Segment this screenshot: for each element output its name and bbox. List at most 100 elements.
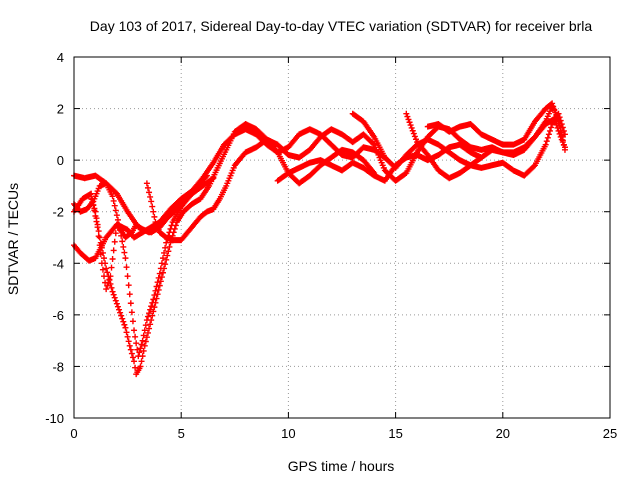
data-point [151,292,158,299]
data-point [154,279,161,286]
data-point [559,124,566,131]
data-point [96,234,103,241]
data-point [93,215,100,222]
series-arc-10 [274,141,485,184]
data-point [546,127,553,134]
data-point [147,321,154,328]
axis-ticks: 0 5 10 15 20 25 -10 -8 -6 -4 -2 0 2 4 [45,50,617,441]
data-point [530,163,537,170]
data-point [123,329,130,336]
data-point [549,100,556,107]
data-point [141,342,148,349]
data-point [111,294,118,301]
data-point [544,134,551,141]
data-point [136,349,143,356]
data-point [129,354,136,361]
data-point [146,310,153,317]
data-point [118,312,125,319]
data-point [172,222,179,229]
data-point [142,322,149,329]
data-point [403,110,410,117]
data-point [556,123,563,130]
data-point [157,278,164,285]
data-point [139,353,146,360]
data-point [202,173,209,180]
data-point [553,121,560,128]
data-point [548,124,555,131]
data-point [89,199,96,206]
data-point [131,327,138,334]
data-point [122,255,129,262]
data-point [408,124,415,131]
data-point [552,109,559,116]
data-point [131,358,138,365]
data-point [127,346,134,353]
data-point [152,287,159,294]
data-point [101,255,108,262]
data-point [147,193,154,200]
data-point [203,172,210,179]
data-point [143,334,150,341]
data-point [151,304,158,311]
data-point [112,230,119,237]
data-point [107,280,114,287]
x-axis-label: GPS time / hours [288,458,395,474]
data-point [161,249,168,256]
data-point [103,265,110,272]
series-arc-5 [88,121,378,378]
data-point [126,342,133,349]
data-point [117,309,124,316]
data-point [129,318,136,325]
data-point [170,229,177,236]
grid [74,57,610,418]
data-point [119,315,126,322]
series-arc-4 [71,172,210,360]
data-point [116,221,123,228]
data-point [144,329,151,336]
data-point [144,313,151,320]
y-tick-label: -4 [52,256,64,271]
data-point [139,337,146,344]
data-point [156,282,163,289]
data-point [109,255,116,262]
y-tick-label: -8 [52,359,64,374]
data-point [120,318,127,325]
data-point [114,216,121,223]
data-point [119,238,126,245]
series-arc-9 [424,100,568,153]
data-point [166,243,173,250]
data-point [110,197,117,204]
data-point [125,338,132,345]
y-tick-label: 2 [57,102,64,117]
data-point [114,303,121,310]
data-point [99,249,106,256]
data-point [110,291,117,298]
x-tick-label: 15 [388,426,402,441]
data-point [404,113,411,120]
data-point [104,282,111,289]
data-point [138,341,145,348]
data-point [103,286,110,293]
data-point [97,239,104,246]
data-point [125,282,132,289]
data-point [151,213,158,220]
data-point [113,300,120,307]
data-point [95,228,102,235]
data-point [144,184,151,191]
data-point [153,283,160,290]
data-point [558,132,565,139]
data-point [171,225,178,232]
data-point [545,131,552,138]
data-point [102,260,109,267]
data-point [137,363,144,370]
x-tick-label: 0 [70,426,77,441]
data-point [543,138,550,145]
y-axis-label: SDTVAR / TECUs [5,183,21,295]
data-series [71,100,568,378]
data-point [557,127,564,134]
data-point [123,264,130,271]
data-point [154,291,161,298]
data-point [132,333,139,340]
data-point [92,208,99,215]
y-tick-label: -10 [45,411,64,426]
